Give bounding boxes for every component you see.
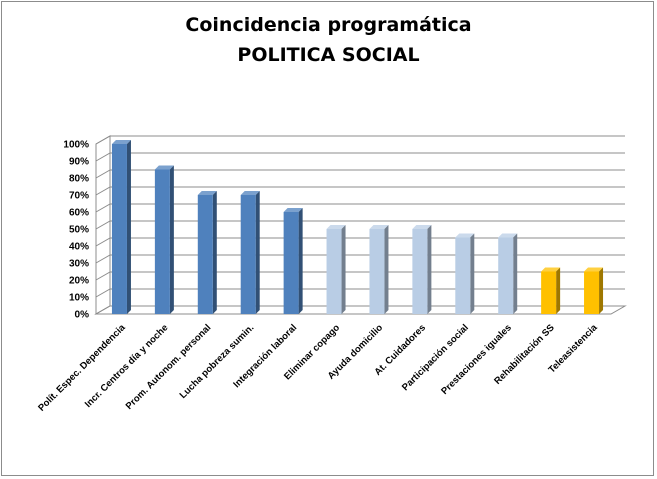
- y-tick-label: 40%: [69, 242, 89, 253]
- x-category-label: Prom. Autonom. personal: [124, 322, 214, 412]
- bar-front: [154, 169, 170, 314]
- bar: [412, 225, 432, 314]
- bar-top: [541, 267, 561, 272]
- gridline: [95, 271, 625, 281]
- y-tick-label: 80%: [69, 174, 89, 185]
- gridline: [95, 288, 625, 298]
- bar-top: [283, 208, 303, 212]
- bar: [541, 267, 561, 314]
- bar-front: [197, 195, 213, 314]
- y-tick-label: 100%: [63, 140, 89, 151]
- bar-top: [584, 267, 604, 272]
- y-tick-label: 50%: [69, 225, 89, 236]
- bar-side: [126, 140, 131, 314]
- bar-top: [326, 225, 346, 229]
- bar-side: [298, 208, 303, 314]
- bar: [154, 165, 174, 314]
- bar: [498, 233, 518, 314]
- gridline: [95, 169, 625, 179]
- bar-top: [455, 233, 475, 238]
- x-category-label: Prestaciones iguales: [439, 322, 514, 397]
- bar-front: [584, 271, 600, 314]
- bar-side: [513, 233, 518, 314]
- bar-front: [326, 229, 342, 314]
- bar-layer: [111, 140, 604, 314]
- bar-side: [212, 191, 217, 314]
- gridline: [95, 152, 625, 162]
- bar: [197, 191, 217, 314]
- x-category-label: Lucha pobreza sumin.: [178, 322, 257, 401]
- bar-side: [470, 233, 475, 314]
- bar-top: [111, 140, 131, 144]
- bar-side: [556, 267, 561, 314]
- gridline: [95, 203, 625, 213]
- gridline: [95, 305, 625, 315]
- chart-subtitle: POLITICA SOCIAL: [237, 44, 420, 66]
- bar-front: [283, 212, 299, 314]
- y-tick-label: 60%: [69, 208, 89, 219]
- y-tick-label: 20%: [69, 276, 89, 287]
- bar: [584, 267, 604, 314]
- grid-layer: [94, 135, 627, 315]
- bar-front: [412, 229, 428, 314]
- gridline: [95, 220, 625, 230]
- bar-side: [169, 165, 174, 314]
- bar-top: [197, 191, 217, 195]
- gridline: [95, 186, 625, 196]
- bar-top: [154, 165, 174, 170]
- bar-top: [412, 225, 432, 229]
- bar-front: [498, 237, 514, 314]
- x-category-label: Incr. Centros día y noche: [83, 322, 171, 410]
- gridline: [95, 254, 625, 264]
- bar: [369, 225, 389, 314]
- gridline: [95, 237, 625, 247]
- y-tick-label: 10%: [69, 293, 89, 304]
- bar: [240, 191, 260, 314]
- bar-front: [541, 271, 557, 314]
- bar-side: [341, 225, 346, 314]
- y-tick-label: 90%: [69, 157, 89, 168]
- bar: [455, 233, 475, 314]
- bar-top: [369, 225, 389, 229]
- bar-front: [240, 195, 256, 314]
- bar: [111, 140, 131, 314]
- bar: [326, 225, 346, 314]
- bar: [283, 208, 303, 314]
- bar-front: [455, 237, 471, 314]
- gridline: [95, 135, 625, 145]
- x-category-label: Polít. Espec. Dependencia: [36, 322, 128, 414]
- chart-title: Coincidencia programática: [185, 14, 472, 36]
- y-tick-label: 30%: [69, 259, 89, 270]
- bar-front: [111, 144, 127, 314]
- bar-top: [240, 191, 260, 195]
- bar-front: [369, 229, 385, 314]
- bar-top: [498, 233, 518, 238]
- y-tick-label: 70%: [69, 191, 89, 202]
- y-tick-label: 0%: [75, 310, 90, 321]
- bar-side: [384, 225, 389, 314]
- bar-side: [427, 225, 432, 314]
- bar-side: [255, 191, 260, 314]
- bar-side: [599, 267, 604, 314]
